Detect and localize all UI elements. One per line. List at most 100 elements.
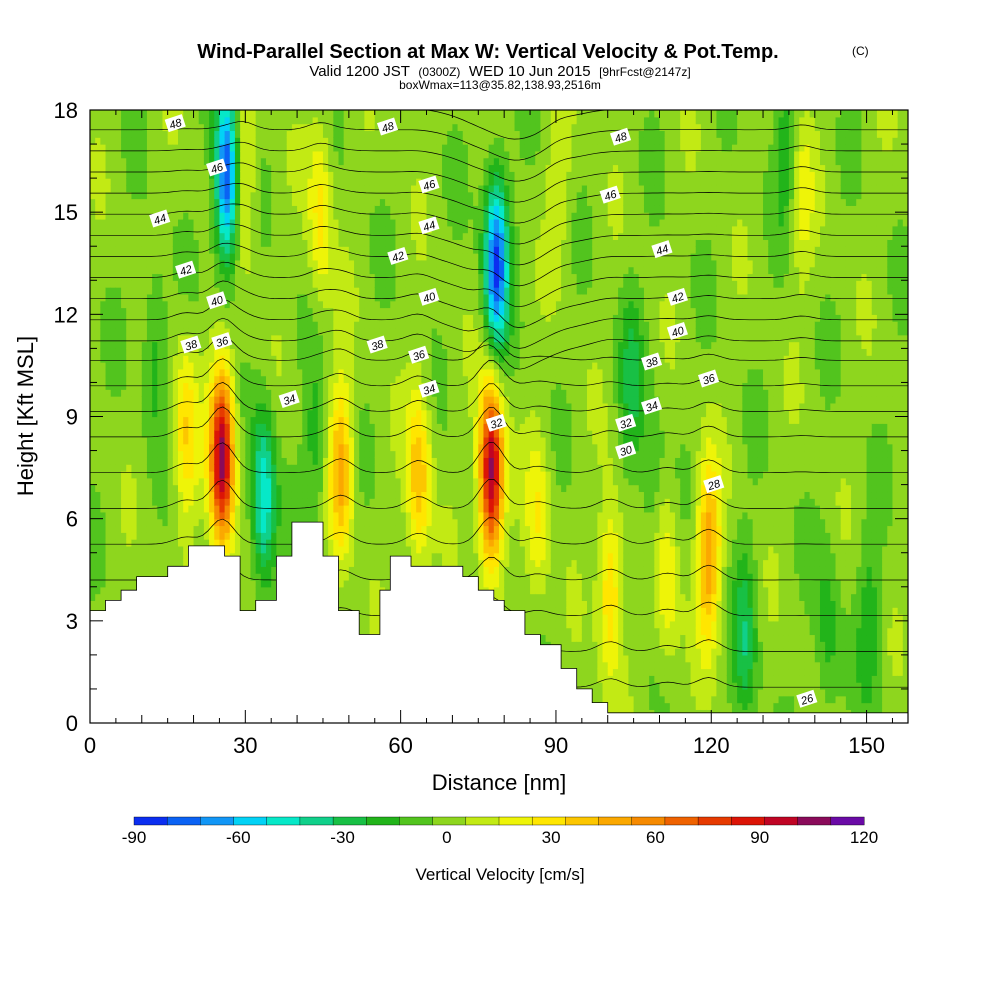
colorbar-swatch — [731, 816, 765, 826]
theta-contour-34 — [90, 382, 908, 412]
contour-label-11: 42 — [666, 287, 689, 306]
contour-label-19: 36 — [408, 345, 430, 364]
y-tick-label: 18 — [54, 98, 78, 123]
terrain — [90, 521, 908, 723]
colorbar-swatch — [565, 816, 600, 826]
colorbar-tick-label: -30 — [330, 828, 355, 847]
contour-label-28: 26 — [796, 689, 818, 708]
contour-label-16: 38 — [366, 335, 388, 354]
colorbar-swatch — [233, 816, 268, 826]
x-tick-label: 90 — [544, 733, 568, 758]
colorbar-swatch — [531, 816, 566, 826]
theta-contour-31 — [90, 478, 908, 509]
colorbar-swatch — [332, 816, 367, 826]
colorbar-swatch — [432, 816, 467, 826]
colorbar-tick-label: 120 — [850, 828, 878, 847]
colorbar-swatch — [697, 816, 732, 826]
subtitle-valid: Valid 1200 JST — [309, 63, 410, 80]
subtitle-date: WED 10 Jun 2015 — [469, 63, 591, 80]
contour-label-27: 28 — [703, 475, 725, 493]
theta-contour-32 — [90, 442, 908, 474]
theta-contour-47 — [90, 121, 908, 161]
theta-contour-35 — [90, 358, 908, 387]
colorbar: -90 -60 -30 0 30 60 90 120 — [122, 816, 878, 847]
x-axis: 0 30 60 90 120 150 — [84, 110, 893, 758]
contour-label-21: 34 — [278, 390, 300, 408]
y-tick-label: 6 — [66, 507, 78, 532]
theta-contour-48 — [423, 110, 610, 140]
x-tick-label: 60 — [388, 733, 412, 758]
y-tick-label: 9 — [66, 405, 78, 430]
theta-contour-42 — [90, 223, 908, 266]
theta-contour-37 — [90, 317, 908, 370]
theta-contour-46 — [90, 141, 908, 182]
y-tick-label: 0 — [66, 711, 78, 736]
contour-label-7: 44 — [418, 216, 440, 234]
contour-label-25: 32 — [615, 413, 637, 432]
chart-subtitle-box: boxWmax=113@35.82,138.93,2516m — [399, 78, 601, 92]
contour-label-9: 42 — [175, 260, 197, 279]
chart-subtitle: Valid 1200 JST (0300Z) WED 10 Jun 2015 [… — [309, 63, 690, 80]
contour-label-13: 40 — [418, 287, 440, 306]
contour-label-14: 40 — [666, 321, 689, 340]
x-axis-label: Distance [nm] — [432, 770, 567, 795]
subtitle-utc: (0300Z) — [418, 65, 460, 79]
contour-label-12: 40 — [206, 291, 228, 309]
colorbar-swatch — [498, 816, 533, 826]
theta-contour-44 — [90, 183, 908, 224]
contour-label-15: 38 — [180, 335, 202, 354]
y-tick-label: 12 — [54, 302, 78, 327]
y-tick-label: 15 — [54, 200, 78, 225]
colorbar-swatch — [299, 816, 334, 826]
contour-label-2: 48 — [609, 127, 632, 146]
contour-label-20: 36 — [697, 369, 720, 388]
colorbar-title: Vertical Velocity [cm/s] — [415, 865, 584, 884]
theta-contour-40 — [90, 261, 908, 308]
colorbar-swatch — [166, 816, 201, 826]
x-tick-label: 150 — [848, 733, 885, 758]
theta-contour-38 — [90, 299, 908, 349]
theta-contour-43 — [90, 203, 908, 245]
colorbar-tick-label: -90 — [122, 828, 147, 847]
colorbar-swatch — [764, 816, 799, 826]
contour-label-6: 44 — [149, 209, 171, 228]
colorbar-tick-label: -60 — [226, 828, 251, 847]
contour-label-4: 46 — [418, 175, 440, 193]
contour-label-18: 36 — [211, 332, 233, 350]
colorbar-swatch — [664, 816, 699, 826]
colorbar-swatch — [598, 816, 633, 826]
theta-contour-45 — [90, 162, 908, 203]
chart-title: Wind-Parallel Section at Max W: Vertical… — [197, 41, 778, 63]
colorbar-swatch — [830, 816, 865, 826]
contour-label-26: 30 — [615, 441, 637, 459]
contour-label-8: 44 — [651, 240, 673, 258]
colorbar-swatch — [366, 816, 400, 826]
colorbar-swatch — [465, 816, 500, 826]
contour-label-23: 34 — [640, 396, 663, 415]
theta-contour-39 — [90, 280, 908, 328]
contour-label-3: 46 — [206, 158, 228, 176]
colorbar-swatch — [631, 816, 666, 826]
x-tick-label: 120 — [693, 733, 730, 758]
x-tick-label: 0 — [84, 733, 96, 758]
colorbar-swatch — [200, 816, 235, 826]
copyright-mark: (C) — [852, 44, 869, 58]
colorbar-tick-label: 60 — [646, 828, 665, 847]
colorbar-swatch — [266, 816, 301, 826]
colorbar-tick-label: 90 — [750, 828, 769, 847]
contour-label-17: 38 — [640, 352, 663, 371]
contour-label-22: 34 — [418, 379, 440, 398]
contour-label-5: 46 — [599, 185, 621, 204]
x-tick-label: 30 — [233, 733, 257, 758]
theta-contour-41 — [90, 242, 908, 287]
contour-label-24: 32 — [485, 413, 507, 432]
colorbar-swatch — [133, 816, 168, 826]
colorbar-tick-label: 30 — [542, 828, 561, 847]
colorbar-swatch — [399, 816, 434, 826]
y-tick-label: 3 — [66, 609, 78, 634]
contour-label-0: 48 — [164, 114, 186, 132]
